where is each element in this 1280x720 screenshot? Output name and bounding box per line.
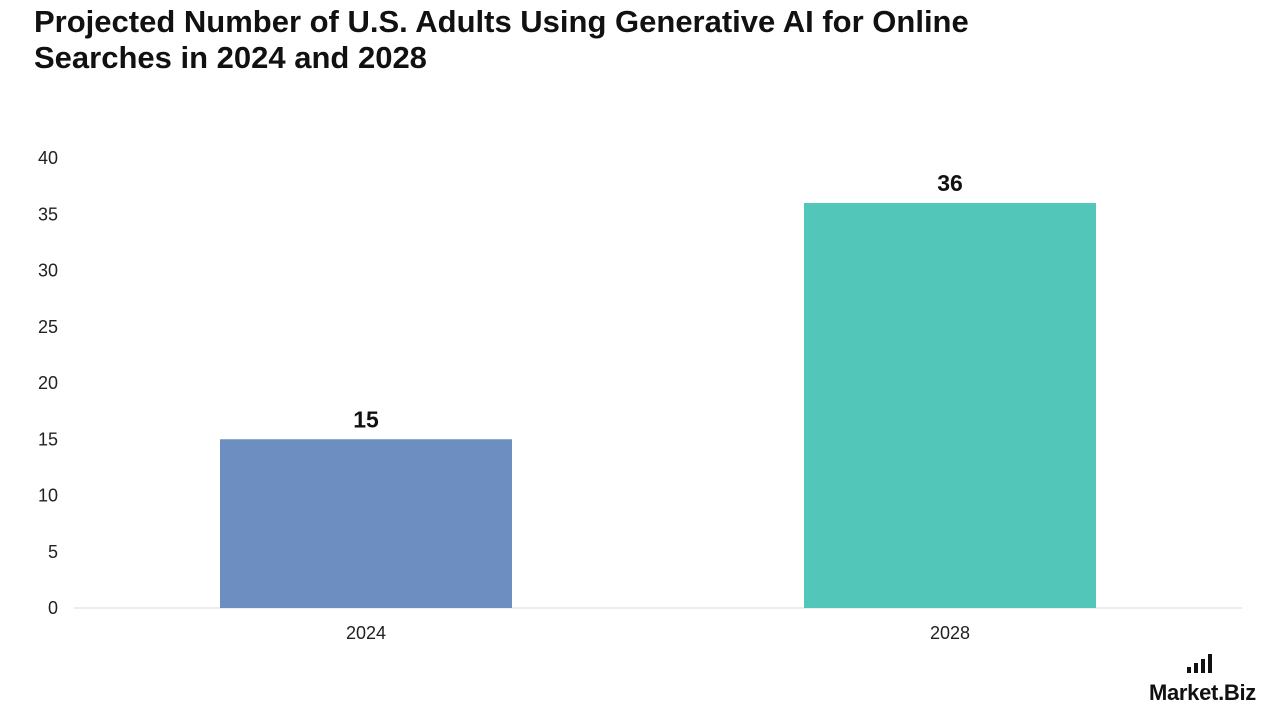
y-tick-label-25: 25 xyxy=(38,317,58,337)
y-tick-label-20: 20 xyxy=(38,373,58,393)
bar-2024 xyxy=(220,439,512,608)
y-tick-label-0: 0 xyxy=(48,598,58,618)
y-tick-label-35: 35 xyxy=(38,204,58,224)
data-label-2024: 15 xyxy=(353,406,379,432)
brand-logo-main: Market xyxy=(1148,680,1219,705)
y-tick-label-30: 30 xyxy=(38,261,58,281)
y-tick-label-40: 40 xyxy=(38,148,58,168)
bar-2028 xyxy=(804,203,1096,608)
brand-logo-bars-icon xyxy=(1186,654,1212,673)
y-tick-label-10: 10 xyxy=(38,486,58,506)
x-tick-label-2028: 2028 xyxy=(930,623,970,643)
x-tick-label-2024: 2024 xyxy=(346,623,386,643)
brand-logo-suffix: .Biz xyxy=(1218,680,1256,705)
chart-title: Projected Number of U.S. Adults Using Ge… xyxy=(34,4,969,75)
data-label-2028: 36 xyxy=(937,170,963,196)
y-tick-label-5: 5 xyxy=(48,542,58,562)
y-tick-label-15: 15 xyxy=(38,429,58,449)
brand-logo: Market .Biz xyxy=(1148,654,1256,706)
